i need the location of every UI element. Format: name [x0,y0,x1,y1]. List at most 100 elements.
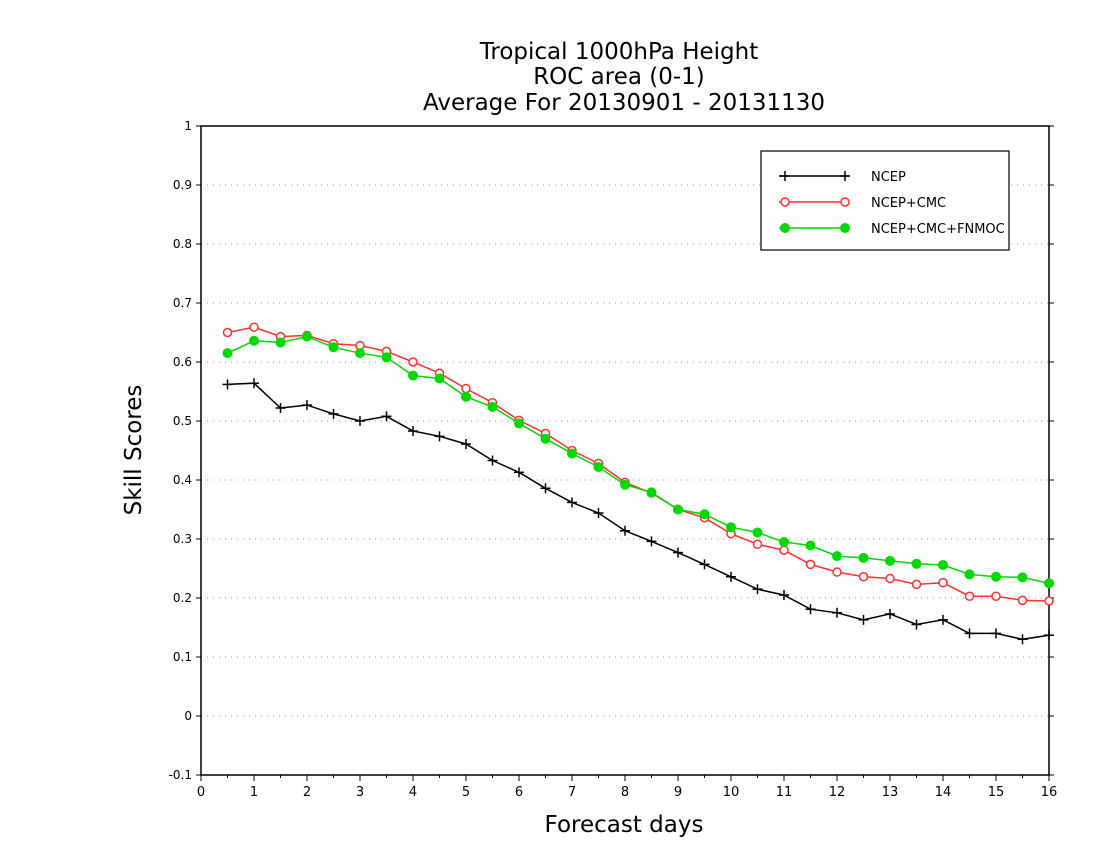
y-tick-label-8: 0.7 [173,296,192,310]
y-tick-label-4: 0.3 [173,532,192,546]
series-2-point-14 [593,462,604,473]
x-axis-label: Forecast days [545,812,704,838]
legend-marker-start-2 [780,223,790,233]
x-tick-label-5: 5 [462,785,470,800]
series-0-point-31 [1044,630,1054,641]
series-0-point-9 [461,439,471,450]
chart-title: Tropical 1000hPa Height ROC area (0-1) A… [423,39,825,116]
chart-title-line-2: ROC area (0-1) [533,64,705,90]
series-0-point-3 [302,400,312,411]
series-2-point-25 [885,555,895,566]
series-2-point-23 [832,551,842,562]
series-0 [222,378,1054,645]
series-0-point-13 [567,497,577,508]
legend-label-2: NCEP+CMC+FNMOC [871,222,1005,237]
series-2-point-30 [1017,572,1028,583]
y-tick-label-1: 0 [184,709,192,723]
series-0-point-11 [514,467,524,478]
series-0-point-17 [673,547,683,558]
x-tick-label-8: 8 [621,785,629,800]
legend-label-0: NCEP [871,170,906,185]
series-0-point-28 [964,628,975,639]
series-0-point-16 [646,536,657,547]
series-1-point-31 [1044,596,1054,606]
series-0-point-19 [726,571,736,582]
legend-item-0: NCEP [779,170,906,185]
series-2-point-15 [620,479,630,490]
series-1-point-27 [938,577,948,588]
legend-marker-start-1 [780,197,790,207]
series-lines [222,322,1054,645]
legend-marker-end-2 [840,223,850,233]
y-tick-label-2: 0.1 [173,650,192,664]
series-0-point-18 [699,559,710,570]
series-0-point-21 [779,590,789,601]
series-0-point-4 [328,408,339,419]
series-1-point-26 [911,579,922,590]
series-2-point-12 [540,433,551,444]
axes: -0.100.10.20.30.40.50.60.70.80.910 1 2 3 4 5 6… [169,119,1058,800]
legend-marker-start-0 [780,171,790,181]
series-1-point-28 [964,591,975,601]
series-0-line [227,382,1050,641]
x-tick-label-13: 13 [882,785,899,800]
chart-title-line-1: Tropical 1000hPa Height [479,39,759,65]
series-2-point-4 [328,342,339,353]
series-1-point-7 [408,357,418,367]
x-tick-label-9: 9 [674,785,682,800]
series-1-point-1 [249,322,259,332]
series-2-point-13 [567,448,577,459]
x-tick-label-3: 3 [356,785,364,800]
series-2-point-11 [514,418,524,429]
series-1-point-20 [752,539,763,550]
y-tick-label-10: 0.9 [173,178,192,192]
series-2-line [227,335,1050,585]
series-0-point-7 [408,426,418,437]
x-tick-label-14: 14 [935,785,952,800]
series-0-point-26 [911,619,922,630]
y-tick-label-6: 0.5 [173,414,192,428]
series-1-point-0 [222,327,233,338]
series-2-point-22 [805,540,816,551]
series-0-point-10 [487,455,498,466]
series-0-point-14 [593,508,604,519]
legend-box [760,150,1010,251]
series-2 [222,331,1054,589]
x-tick-label-10: 10 [723,785,740,800]
series-0-point-6 [381,411,392,422]
series-2-point-29 [991,571,1001,582]
series-2-point-28 [964,569,975,580]
series-0-point-30 [1017,634,1028,645]
x-tick-label-2: 2 [303,785,311,800]
chart-title-line-3: Average For 20130901 - 20131130 [423,90,825,116]
y-tick-label-11: 1 [184,119,192,133]
series-2-point-7 [408,370,418,381]
series-2-point-8 [434,373,445,384]
x-tick-label-6: 6 [515,785,523,800]
series-0-point-0 [222,379,233,390]
series-2-point-19 [726,522,736,533]
x-tick-label-0: 0 [197,785,205,800]
legend-item-2: NCEP+CMC+FNMOC [779,222,1005,237]
series-2-point-1 [249,335,259,346]
series-2-point-2 [275,337,286,348]
series-2-point-31 [1044,578,1054,589]
series-2-point-24 [858,552,869,563]
series-2-point-3 [302,331,312,342]
x-tick-label-16: 16 [1041,785,1058,800]
x-tick-label-1: 1 [250,785,258,800]
series-2-point-0 [222,348,233,359]
x-tick-label-11: 11 [776,785,793,800]
series-0-point-2 [275,403,286,414]
series-0-point-22 [805,604,816,615]
series-2-point-6 [381,352,392,363]
y-tick-label-9: 0.8 [173,237,192,251]
series-1-point-23 [832,567,842,577]
x-tick-label-7: 7 [568,785,576,800]
x-tick-label-12: 12 [829,785,846,800]
series-2-point-5 [355,348,365,359]
series-0-point-15 [620,525,630,536]
legend-marker-end-0 [840,171,850,181]
x-tick-label-15: 15 [988,785,1005,800]
